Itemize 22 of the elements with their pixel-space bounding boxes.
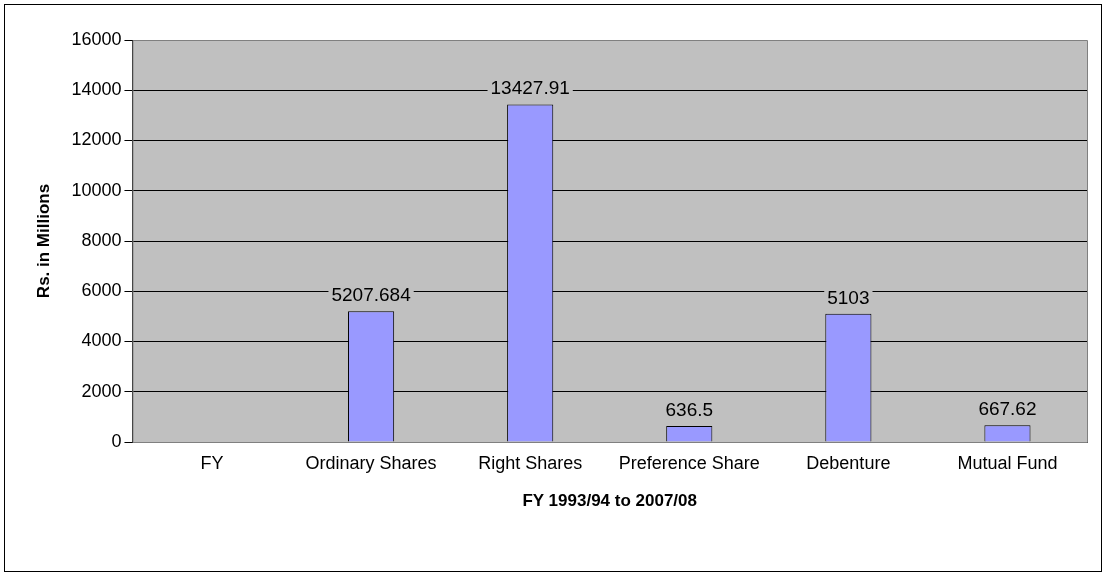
x-tick-label: Right Shares [478,452,583,473]
y-tick-label: 14000 [71,79,122,100]
x-axis-title: FY 1993/94 to 2007/08 [522,491,697,511]
data-label: 636.5 [665,398,714,420]
y-tick-label: 12000 [71,129,122,150]
y-tick-label: 0 [111,430,122,451]
y-axis-title: Rs. in Millions [33,183,53,299]
data-label: 13427.91 [490,77,570,99]
y-tick-label: 6000 [81,280,122,301]
x-tick-label: Debenture [806,452,891,473]
x-tick-label: Preference Share [618,452,760,473]
y-tick-label: 8000 [81,229,122,250]
x-tick-label: FY [200,452,224,473]
y-tick-label: 16000 [71,28,122,49]
data-label: 5103 [827,286,870,308]
x-tick-label: Mutual Fund [957,452,1058,473]
y-tick-label: 2000 [81,380,122,401]
data-label: 667.62 [978,397,1037,419]
data-label: 5207.684 [331,283,412,305]
x-tick-label: Ordinary Shares [305,452,437,473]
y-tick-label: 10000 [71,179,122,200]
y-tick-label: 4000 [81,330,122,351]
